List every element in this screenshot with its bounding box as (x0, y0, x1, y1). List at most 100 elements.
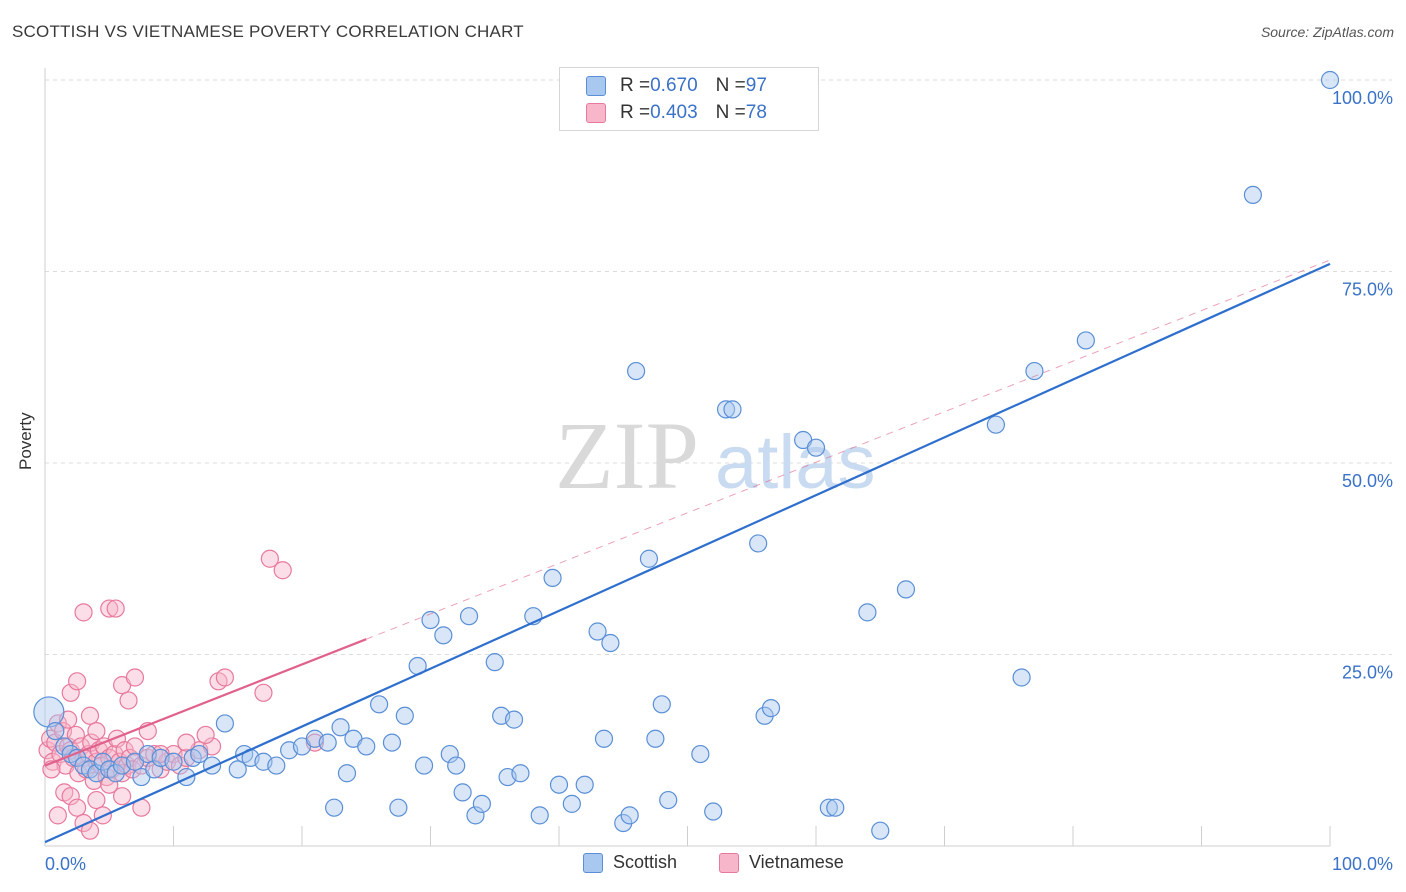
scottish-point (459, 607, 479, 626)
scottish-swatch (586, 76, 606, 96)
scottish-point (601, 633, 620, 653)
scottish-n-label: N = (715, 75, 746, 96)
legend-item-scottish[interactable]: Scottish (583, 852, 677, 873)
scottish-point (1243, 185, 1263, 204)
y-tick-label: 25.0% (1342, 663, 1393, 683)
legend-swatch-vietnamese (719, 852, 739, 873)
y-tick-label: 50.0% (1342, 471, 1393, 491)
scottish-point (620, 806, 639, 825)
scottish-point (318, 733, 337, 752)
scottish-point (626, 361, 646, 381)
watermark-atlas: atlas (715, 420, 876, 505)
watermark: ZIP atlas (555, 402, 876, 509)
scottish-point (986, 415, 1006, 434)
scottish-point (562, 794, 581, 813)
legend-item-vietnamese[interactable]: Vietnamese (719, 852, 844, 873)
scottish-r-label: R = (620, 75, 651, 96)
scottish-point (357, 737, 376, 756)
scottish-trend-line (44, 262, 1331, 844)
grid (45, 79, 1392, 655)
scottish-point (1025, 361, 1044, 381)
scottish-point (858, 603, 877, 622)
tick-labels: 25.0% 50.0% 75.0% 100.0% 0.0% 100.0% (45, 88, 1393, 874)
scottish-point (639, 549, 659, 568)
scottish-point (652, 695, 671, 714)
axes (44, 68, 1331, 847)
series-legend: Scottish Vietnamese (0, 852, 1406, 878)
scottish-point (504, 710, 524, 729)
stats-legend: R = 0.670 N = 97 R = 0.403 N = 78 (559, 67, 819, 131)
scottish-point (511, 764, 530, 783)
vietnamese-trend-extension (366, 259, 1331, 640)
scottish-point (723, 400, 742, 419)
vietnamese-point (125, 668, 145, 687)
vietnamese-point (119, 691, 138, 710)
scottish-point (337, 764, 357, 783)
scottish-point (749, 534, 768, 553)
scottish-r-value: 0.670 (650, 75, 698, 96)
scottish-point (447, 756, 466, 775)
trend-lines (44, 259, 1331, 844)
stats-row-vietnamese: R = 0.403 N = 78 (586, 101, 767, 125)
vietnamese-point (196, 725, 215, 745)
scottish-point (646, 729, 665, 748)
scottish-point (190, 744, 209, 764)
scottish-point (871, 821, 890, 840)
scottish-point (659, 790, 678, 810)
y-tick-label: 75.0% (1342, 280, 1393, 300)
vietnamese-point (87, 721, 106, 741)
scottish-point (1320, 70, 1340, 90)
y-axis-label: Poverty (16, 412, 35, 470)
vietnamese-n-label: N = (715, 102, 746, 123)
y-tick-label: 100.0% (1332, 88, 1393, 108)
scottish-point (382, 733, 402, 752)
stats-row-scottish: R = 0.670 N = 97 (586, 74, 767, 98)
scottish-points (33, 70, 1340, 840)
scottish-n-value: 97 (745, 75, 767, 96)
scottish-point (325, 798, 344, 817)
source-label: Source: ZipAtlas.com (1260, 24, 1394, 40)
scottish-point (691, 744, 710, 764)
scottish-point (704, 802, 723, 821)
legend-label-vietnamese: Vietnamese (749, 852, 844, 872)
vietnamese-point (80, 706, 100, 725)
vietnamese-point (260, 549, 279, 568)
scottish-point (370, 695, 389, 714)
scottish-point (716, 400, 736, 419)
scottish-point (228, 760, 247, 779)
scottish-point (389, 798, 408, 817)
vietnamese-point (177, 733, 196, 752)
vietnamese-point (100, 599, 119, 618)
scottish-point (453, 783, 472, 802)
scottish-point (215, 714, 234, 733)
vietnamese-point (273, 561, 292, 580)
vietnamese-point (112, 787, 132, 806)
vietnamese-points (38, 549, 324, 840)
x-tick-label: 0.0% (45, 854, 86, 874)
vietnamese-trend-line (44, 638, 367, 767)
vietnamese-point (68, 798, 87, 817)
scottish-point (826, 798, 845, 817)
scottish-point (485, 653, 504, 672)
scottish-point (164, 752, 183, 771)
vietnamese-point (66, 725, 85, 745)
vietnamese-point (68, 672, 87, 691)
legend-label-scottish: Scottish (613, 852, 678, 872)
vietnamese-r-label: R = (620, 102, 651, 123)
scottish-point (761, 699, 781, 718)
scottish-point (549, 775, 569, 794)
scottish-point (145, 760, 164, 779)
scottish-point (331, 718, 350, 737)
scottish-point (472, 794, 491, 813)
scottish-point (588, 622, 607, 641)
scottish-point (896, 580, 916, 599)
vietnamese-point (74, 603, 93, 622)
vietnamese-swatch (586, 103, 606, 123)
scottish-point (46, 721, 65, 741)
scottish-point (434, 626, 453, 645)
scottish-point (543, 568, 562, 588)
scottish-point (575, 775, 594, 794)
legend-swatch-scottish (583, 852, 603, 873)
vietnamese-point (215, 668, 234, 687)
scottish-point (1012, 668, 1031, 687)
